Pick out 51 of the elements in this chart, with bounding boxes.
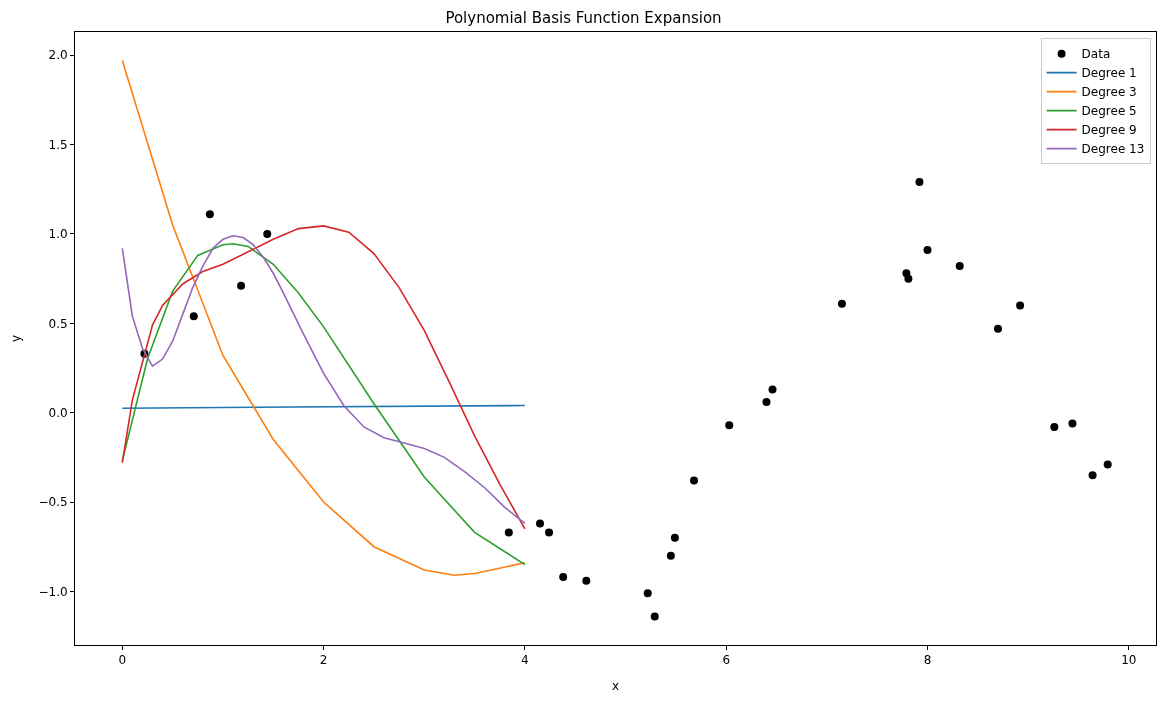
legend-label: Degree 3 bbox=[1081, 85, 1137, 100]
x-tick-label: 6 bbox=[722, 653, 731, 668]
point bbox=[725, 421, 734, 430]
y-tick-label: 1.5 bbox=[48, 137, 68, 152]
point bbox=[189, 312, 198, 321]
y-tick-label: −0.5 bbox=[38, 495, 68, 510]
point bbox=[650, 612, 659, 621]
point bbox=[559, 573, 568, 582]
point bbox=[1016, 301, 1025, 310]
point bbox=[582, 576, 591, 585]
point bbox=[643, 589, 652, 598]
y-tick-label: 0.0 bbox=[48, 405, 68, 420]
x-tick-label: 2 bbox=[319, 653, 328, 668]
chart-title: Polynomial Basis Function Expansion bbox=[445, 8, 722, 27]
legend-label: Degree 9 bbox=[1081, 123, 1137, 138]
point bbox=[670, 533, 679, 542]
x-tick-label: 4 bbox=[521, 653, 529, 668]
point bbox=[1103, 460, 1112, 469]
x-tick-label: 0 bbox=[118, 653, 127, 668]
point bbox=[768, 385, 777, 394]
x-tick-label: 8 bbox=[923, 653, 932, 668]
point bbox=[762, 397, 771, 406]
point bbox=[690, 476, 699, 485]
point bbox=[915, 178, 924, 187]
point bbox=[504, 528, 513, 537]
point bbox=[993, 324, 1002, 333]
x-tick-label: 10 bbox=[1121, 653, 1137, 668]
y-axis-title: y bbox=[8, 334, 23, 343]
y-tick-label: 1.0 bbox=[48, 227, 68, 242]
line-series bbox=[121, 59, 526, 577]
point bbox=[1068, 419, 1077, 428]
point bbox=[666, 551, 675, 560]
point bbox=[205, 210, 214, 219]
y-tick-label: 0.5 bbox=[48, 316, 68, 331]
legend-label: Data bbox=[1081, 47, 1111, 62]
y-tick-label: −1.0 bbox=[38, 584, 68, 599]
legend-label: Degree 5 bbox=[1081, 104, 1137, 119]
point bbox=[904, 274, 913, 283]
point bbox=[1088, 471, 1097, 480]
point bbox=[545, 528, 554, 537]
point bbox=[837, 299, 846, 308]
point bbox=[263, 229, 272, 238]
y-tick-label: 2.0 bbox=[48, 48, 68, 63]
legend-label: Degree 13 bbox=[1081, 142, 1145, 157]
x-axis-title: x bbox=[611, 679, 620, 694]
point bbox=[536, 519, 545, 528]
point bbox=[1050, 422, 1059, 431]
legend-label: Degree 1 bbox=[1081, 66, 1137, 81]
point bbox=[923, 246, 932, 255]
point bbox=[237, 281, 246, 290]
point bbox=[955, 262, 964, 271]
